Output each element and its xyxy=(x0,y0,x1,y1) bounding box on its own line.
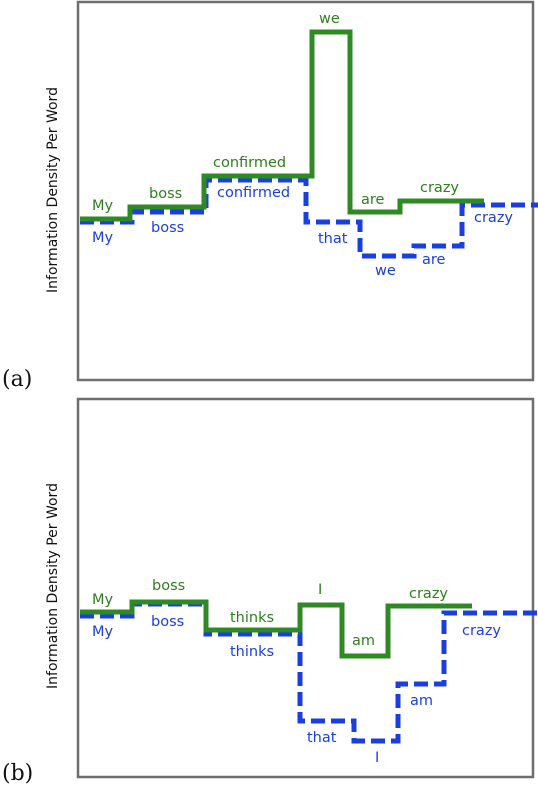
panel-a-ylabel: Information Density Per Word xyxy=(45,87,61,293)
panel-b-blue-word: My xyxy=(92,624,114,640)
panel-a-frame xyxy=(76,0,535,382)
panel-b-green-word: My xyxy=(92,592,114,608)
panel-b-green-word: boss xyxy=(152,578,185,594)
panel-b-blue-word: boss xyxy=(151,614,184,630)
panel-a-blue-word: boss xyxy=(151,220,184,236)
panel-a-label: (a) xyxy=(2,367,32,392)
panel-a-blue-word: confirmed xyxy=(217,185,290,201)
panel-b: Information Density Per Word (b) My boss… xyxy=(2,397,538,786)
panel-a: Information Density Per Word (a) My boss… xyxy=(2,0,538,392)
panel-a-green-word: we xyxy=(319,11,340,27)
panel-a-blue-word: are xyxy=(422,252,446,268)
panel-b-blue-line xyxy=(80,601,538,744)
panel-a-green-word: confirmed xyxy=(213,155,286,171)
panel-a-blue-line xyxy=(80,177,538,259)
panel-a-green-word: boss xyxy=(149,186,182,202)
panel-a-blue-word: that xyxy=(318,231,348,247)
panel-a-green-word: are xyxy=(361,192,385,208)
panel-b-ylabel: Information Density Per Word xyxy=(45,483,61,689)
panel-b-blue-word: I xyxy=(375,750,379,766)
panel-b-frame xyxy=(76,397,535,779)
panel-b-blue-word: am xyxy=(410,693,433,709)
panel-a-green-word: crazy xyxy=(420,180,459,196)
panel-b-green-line xyxy=(80,599,472,659)
panel-a-green-word: My xyxy=(92,198,114,214)
panel-b-green-word: am xyxy=(352,633,375,649)
panel-b-green-word: thinks xyxy=(230,610,274,626)
panel-a-blue-word: crazy xyxy=(474,210,513,226)
panel-b-green-word: crazy xyxy=(409,586,448,602)
panel-b-green-word: I xyxy=(318,582,322,598)
panel-a-green-line xyxy=(80,29,484,222)
panel-a-blue-word: My xyxy=(92,230,114,246)
panel-b-blue-word: that xyxy=(307,730,337,746)
panel-a-blue-word: we xyxy=(375,263,396,279)
panel-b-label: (b) xyxy=(2,761,33,786)
panel-b-blue-word: thinks xyxy=(230,644,274,660)
panel-b-blue-word: crazy xyxy=(462,623,501,639)
